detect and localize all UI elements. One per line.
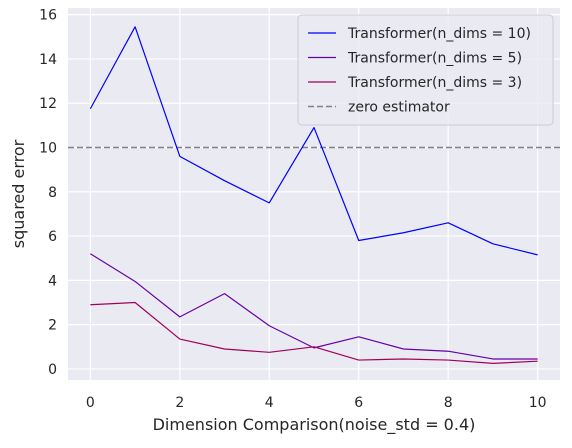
legend-label: Transformer(n_dims = 10) (347, 26, 531, 42)
tick-label-layer: 0 2 4 6 8 10 0 2 4 6 8 10 12 14 16 (39, 8, 546, 411)
legend-box (297, 14, 554, 126)
x-tick-label: 8 (444, 395, 453, 411)
legend-label: Transformer(n_dims = 5) (347, 51, 522, 67)
y-tick-label: 12 (39, 96, 57, 112)
y-tick-label: 14 (39, 52, 57, 68)
x-tick-label: 0 (86, 395, 95, 411)
legend-label: Transformer(n_dims = 3) (347, 75, 522, 91)
x-tick-label: 6 (354, 395, 363, 411)
series-layer (89, 26, 538, 364)
legend-label: zero estimator (348, 100, 450, 116)
series-line-3 (90, 301, 538, 364)
x-tick-label: 2 (175, 395, 184, 411)
y-axis-label: squared error (9, 139, 28, 248)
y-tick-label: 6 (48, 229, 57, 245)
x-axis-label: Dimension Comparison(noise_std = 0.4) (153, 415, 476, 435)
y-tick-label: 10 (39, 141, 57, 157)
x-tick-label: 4 (265, 395, 274, 411)
series-line-1 (89, 26, 538, 256)
x-tick-label: 10 (529, 395, 547, 411)
y-tick-label: 0 (48, 362, 57, 378)
series-line-2 (90, 253, 538, 360)
y-tick-label: 16 (39, 8, 57, 24)
legend: Transformer(n_dims = 10) Transformer(n_di… (297, 14, 554, 126)
y-tick-label: 8 (48, 185, 57, 201)
y-tick-label: 4 (48, 273, 57, 289)
y-tick-label: 2 (48, 318, 57, 334)
